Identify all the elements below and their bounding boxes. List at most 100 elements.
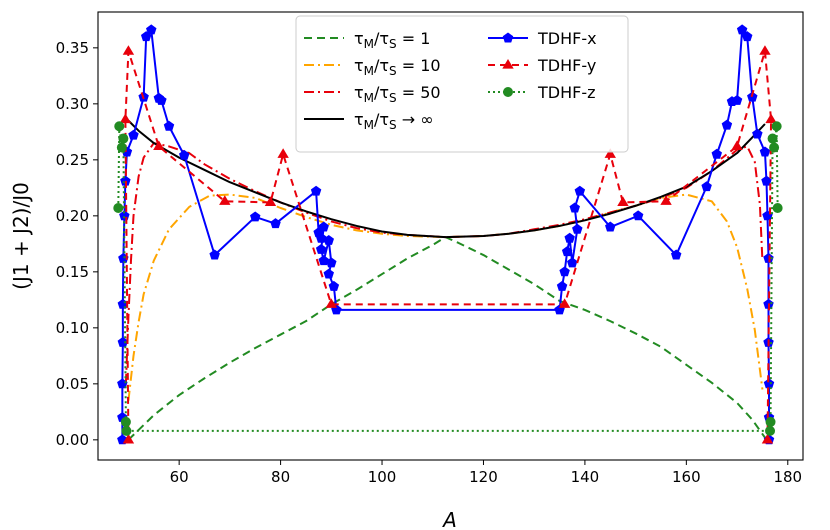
data-point-tdhf-x <box>117 336 129 347</box>
data-point-tdhf-x <box>156 94 167 105</box>
series-line-tdhf-z <box>117 125 779 432</box>
series-layer <box>113 24 783 445</box>
axes <box>97 11 804 461</box>
data-point-tdhf-z <box>121 425 132 436</box>
data-point-tdhf-x <box>569 202 580 213</box>
legend: τM/τS = 1 τM/τS = 10 τM/τS = 50 τM/τS → ∞ TD… <box>295 15 629 153</box>
ticks: 60 80 100 120 140 160 180 0.00 0.05 0.10 0.15 0.20 0… <box>56 39 803 486</box>
series-m-s <box>127 119 766 239</box>
legend-marker <box>502 32 514 43</box>
data-point-tdhf-x <box>701 181 712 192</box>
data-point-tdhf-x <box>736 24 748 35</box>
x-tick-label: 60 <box>170 468 189 486</box>
data-point-tdhf-x <box>711 148 723 159</box>
data-point-tdhf-x <box>561 246 573 257</box>
legend-item-tdhf-y: TDHF-y <box>488 56 596 75</box>
legend-label: τM/τS = 1 <box>354 29 430 51</box>
data-point-tdhf-x <box>315 232 327 243</box>
series-m-s-1 <box>127 236 766 441</box>
legend-marker <box>503 87 513 97</box>
data-point-tdhf-y <box>325 298 338 308</box>
data-point-tdhf-x <box>163 120 175 131</box>
data-point-tdhf-z <box>772 203 783 213</box>
data-point-tdhf-x <box>632 210 644 221</box>
y-tick-label: 0.35 <box>56 39 89 57</box>
data-point-tdhf-x <box>146 24 157 35</box>
data-point-tdhf-x <box>117 378 128 389</box>
legend-item-m-s: τM/τS → ∞ <box>304 110 434 132</box>
data-point-tdhf-z <box>116 142 127 153</box>
data-point-tdhf-y <box>219 195 231 205</box>
data-point-tdhf-x <box>270 218 281 229</box>
data-point-tdhf-z <box>120 416 131 427</box>
legend-label: TDHF-z <box>537 83 596 102</box>
data-point-tdhf-y <box>765 113 777 124</box>
legend-item-m-s-10: τM/τS = 10 <box>304 56 441 78</box>
data-point-tdhf-x <box>741 31 753 42</box>
data-point-tdhf-y <box>761 433 774 444</box>
legend-label: τM/τS = 50 <box>354 83 441 105</box>
data-point-tdhf-x <box>574 185 586 196</box>
data-point-tdhf-y <box>558 298 571 308</box>
y-tick-label: 0.20 <box>56 207 89 225</box>
y-tick-label: 0.00 <box>56 431 89 449</box>
x-tick-label: 140 <box>571 468 600 486</box>
data-point-tdhf-z <box>113 203 124 213</box>
data-point-tdhf-x <box>315 243 327 254</box>
data-point-tdhf-x <box>323 268 334 279</box>
data-point-tdhf-z <box>765 416 776 427</box>
x-tick-label: 160 <box>672 468 701 486</box>
data-point-tdhf-x <box>721 119 733 130</box>
series-line-m-s <box>127 119 766 239</box>
data-point-tdhf-x <box>328 280 340 291</box>
series-line-m-s-10 <box>127 193 764 401</box>
x-tick-label: 180 <box>773 468 802 486</box>
data-point-tdhf-x <box>326 257 337 268</box>
data-point-tdhf-x <box>128 129 139 140</box>
data-point-tdhf-z <box>769 142 780 153</box>
y-axis-label: (J1 + J2)/J0 <box>9 182 33 290</box>
legend-item-tdhf-z: TDHF-z <box>488 83 596 102</box>
x-tick-label: 120 <box>469 468 498 486</box>
data-point-tdhf-y <box>119 113 132 124</box>
data-point-tdhf-x <box>567 257 578 268</box>
data-point-tdhf-y <box>153 140 165 150</box>
data-point-tdhf-x <box>564 232 575 243</box>
data-point-tdhf-x <box>250 211 261 222</box>
y-tick-label: 0.10 <box>56 319 89 337</box>
data-point-tdhf-z <box>114 121 125 132</box>
data-point-tdhf-x <box>752 128 763 139</box>
y-tick-label: 0.25 <box>56 151 89 169</box>
data-point-tdhf-x <box>763 252 774 263</box>
data-point-tdhf-y <box>264 196 277 206</box>
data-point-tdhf-x <box>763 378 775 389</box>
data-point-tdhf-x <box>556 280 568 291</box>
legend-label: TDHF-x <box>537 29 597 48</box>
legend-item-m-s-1: τM/τS = 1 <box>304 29 430 51</box>
data-point-tdhf-x <box>323 234 334 245</box>
plot-frame <box>97 11 804 461</box>
data-point-tdhf-y <box>759 45 771 55</box>
data-point-tdhf-x <box>559 266 570 277</box>
data-point-tdhf-y <box>731 140 743 150</box>
data-point-tdhf-y <box>122 45 135 55</box>
data-point-tdhf-y <box>617 196 629 206</box>
data-point-tdhf-y <box>122 433 135 444</box>
data-point-tdhf-x <box>761 175 772 186</box>
series-m-s-10 <box>127 193 764 401</box>
data-point-tdhf-y <box>604 148 616 158</box>
series-tdhf-z <box>113 121 783 436</box>
data-point-tdhf-x <box>572 223 583 234</box>
legend-item-tdhf-x: TDHF-x <box>488 29 597 48</box>
data-point-tdhf-z <box>767 133 778 144</box>
legend-box <box>295 15 629 153</box>
data-point-tdhf-z <box>771 121 782 132</box>
data-point-tdhf-x <box>318 255 329 266</box>
legend-label: τM/τS = 10 <box>354 56 441 78</box>
data-point-tdhf-z <box>118 133 129 144</box>
legend-marker <box>502 59 514 69</box>
data-point-tdhf-x <box>605 221 616 232</box>
data-point-tdhf-x <box>731 94 743 105</box>
data-point-tdhf-x <box>759 146 771 157</box>
